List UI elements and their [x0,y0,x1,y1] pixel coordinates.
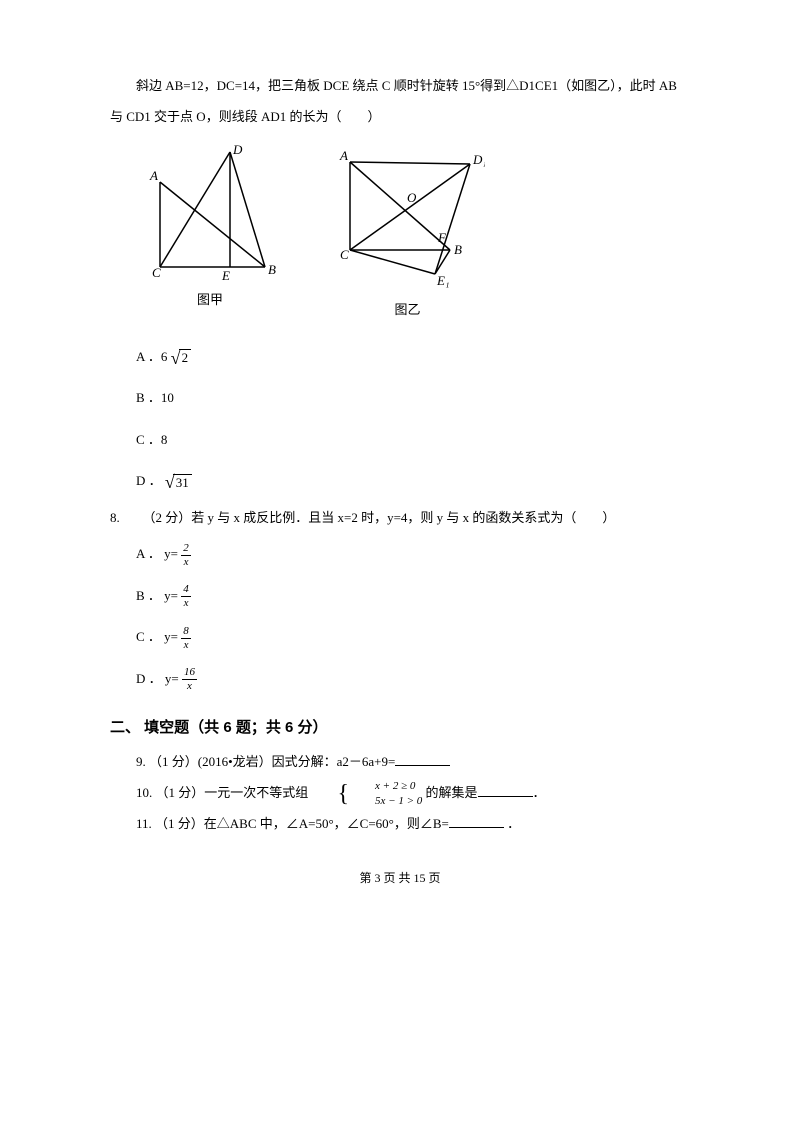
opt-A-prefix: A ．6 [136,349,171,364]
fraction: 2x [181,543,191,568]
q7-opt-C: C ．8 [136,419,690,461]
label-D1: D₁ [472,152,485,167]
caption-yi: 图乙 [394,294,420,325]
label-O: O [407,190,417,205]
label-D: D [232,142,243,157]
q8-opt-D: D ． y= 16x [136,658,690,700]
q10-pre: 10. （1 分）一元一次不等式组 [136,785,312,800]
figure-yi: A B C D₁ E₁ O F 图乙 [330,142,485,325]
sqrt-icon: √31 [165,473,192,491]
opt-D-prefix: D ． [136,473,162,488]
q10-end: ． [533,785,546,800]
q8-C-prefix: C ． y= [136,629,181,644]
label-A2: A [339,148,348,163]
q7-figures: A B C D E 图甲 [140,142,690,325]
section-2-header: 二、 填空题（共 6 题；共 6 分） [110,710,690,746]
label-F: F [437,230,447,245]
q9-text: 9. （1 分）(2016•龙岩）因式分解：a2－6a+9= [110,746,690,777]
blank-fill [395,752,450,766]
page-footer: 第 3 页 共 15 页 [110,839,690,893]
label-B2: B [454,242,462,257]
blank-fill [449,814,504,828]
q8-D-prefix: D ． y= [136,671,182,686]
q8-opt-B: B ． y= 4x [136,575,690,617]
label-E: E [221,268,230,282]
diagram-jia: A B C D E [140,142,280,282]
label-B: B [268,262,276,277]
brace-icon: { [312,782,350,806]
q8-text: 8. （2 分）若 y 与 x 成反比例．且当 x=2 时，y=4，则 y 与 … [84,502,690,533]
label-A: A [149,168,158,183]
fraction: 4x [181,584,191,609]
q11-text: 11. （1 分）在△ABC 中，∠A=50°，∠C=60°，则∠B= ． [110,808,690,839]
q10-post: 的解集是 [426,785,478,800]
exam-page: 斜边 AB=12，DC=14，把三角板 DCE 绕点 C 顺时针旋转 15°得到… [0,0,800,933]
label-C2: C [340,247,349,262]
q11-end: ． [504,816,520,831]
q9-content: 9. （1 分）(2016•龙岩）因式分解：a2－6a+9= [136,754,395,769]
q7-opt-B: B ．10 [136,377,690,419]
diagram-yi: A B C D₁ E₁ O F [330,142,485,292]
q8-A-prefix: A ． y= [136,546,181,561]
caption-jia: 图甲 [197,284,223,315]
label-C: C [152,265,161,280]
fraction: 16x [182,667,197,692]
figure-jia: A B C D E 图甲 [140,142,280,315]
q10-text: 10. （1 分）一元一次不等式组 { x + 2 ≥ 0 5x − 1 > 0… [110,777,690,808]
case-line-2: 5x − 1 > 0 [349,794,422,808]
sqrt-icon: √2 [171,349,191,367]
fraction: 8x [181,626,191,651]
case-line-1: x + 2 ≥ 0 [349,779,422,793]
q8-opt-C: C ． y= 8x [136,616,690,658]
q8-opt-A: A ． y= 2x [136,533,690,575]
q8-B-prefix: B ． y= [136,588,181,603]
label-E1: E₁ [436,273,449,288]
q7-opt-A: A ．6 √2 [136,336,690,378]
q7-continuation: 斜边 AB=12，DC=14，把三角板 DCE 绕点 C 顺时针旋转 15°得到… [110,70,690,132]
blank-fill [478,783,533,797]
inequality-system: { x + 2 ≥ 0 5x − 1 > 0 [312,779,423,808]
q7-opt-D: D ． √31 [136,460,690,502]
q11-pre: 11. （1 分）在△ABC 中，∠A=50°，∠C=60°，则∠B= [136,816,449,831]
